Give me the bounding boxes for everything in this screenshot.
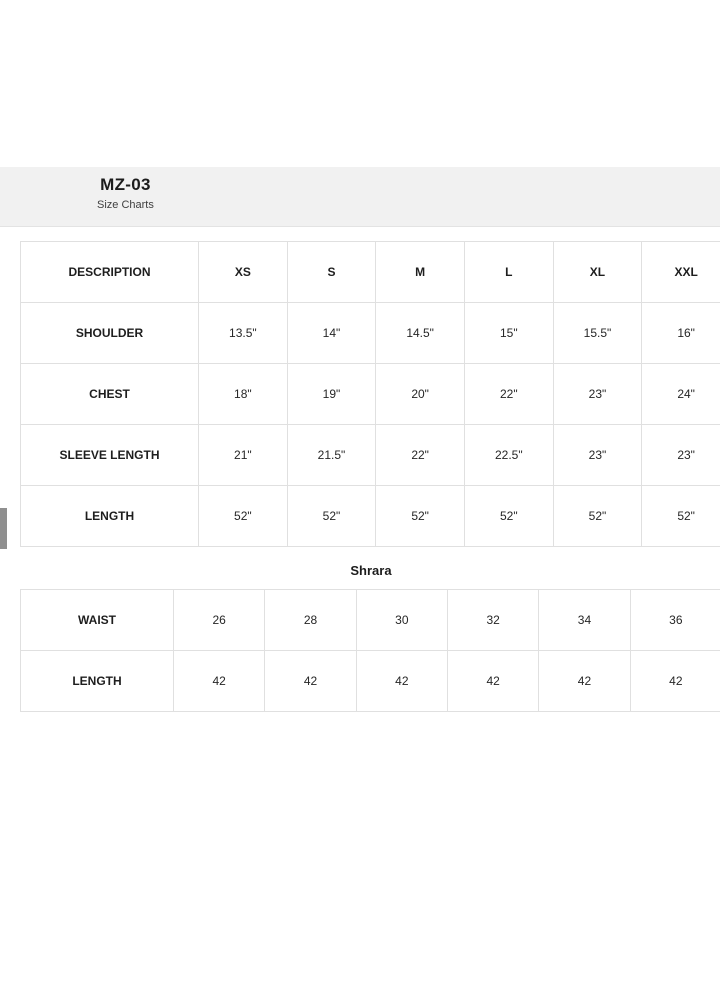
measurement-row-label: SLEEVE LENGTH — [20, 424, 199, 486]
measurement-value-cell: 23" — [552, 363, 643, 425]
measurement-value-cell: 28 — [264, 589, 357, 651]
measurement-value-cell: 32 — [446, 589, 540, 651]
measurement-value-cell: 22.5" — [463, 424, 554, 486]
modal-subtitle: Size Charts — [97, 199, 154, 211]
size-chart-row: SLEEVE LENGTH 21" 21.5" 22" 22.5" 23" 23" — [20, 424, 720, 486]
size-column-header: XXL — [641, 241, 720, 303]
measurement-value-cell: 19" — [286, 363, 377, 425]
measurement-value-cell: 21.5" — [286, 424, 377, 486]
size-column-header: XS — [198, 241, 288, 303]
size-chart-table-body: SHOULDER 13.5" 14" 14.5" 15" 15.5" 16" CHEST 18"… — [20, 302, 720, 547]
measurement-value-cell: 42 — [538, 650, 631, 712]
measurement-value-cell: 52" — [463, 485, 554, 547]
measurement-value-cell: 22" — [375, 424, 465, 486]
size-charts-content: DESCRIPTION XS S M L XL XXL SHOULDER 13.5" 14" 14… — [20, 241, 720, 712]
measurement-value-cell: 14.5" — [375, 302, 465, 364]
measurement-value-cell: 18" — [198, 363, 288, 425]
measurement-row-label: LENGTH — [20, 650, 174, 712]
measurement-row-label: LENGTH — [20, 485, 199, 547]
measurement-value-cell: 52" — [198, 485, 288, 547]
size-column-header: S — [286, 241, 377, 303]
measurement-value-cell: 42 — [264, 650, 357, 712]
measurement-value-cell: 42 — [172, 650, 266, 712]
size-chart-row: LENGTH 52" 52" 52" 52" 52" 52" — [20, 485, 720, 547]
size-chart-table-head: DESCRIPTION XS S M L XL XXL — [20, 241, 720, 303]
measurement-value-cell: 20" — [375, 363, 465, 425]
shrara-chart-row: LENGTH 42 42 42 42 42 42 — [20, 650, 720, 712]
measurement-value-cell: 23" — [641, 424, 720, 486]
measurement-value-cell: 42 — [446, 650, 540, 712]
measurement-row-label: SHOULDER — [20, 302, 199, 364]
scrollbar-thumb[interactable] — [0, 508, 7, 549]
shrara-chart-table: WAIST 26 28 30 32 34 36 LENGTH 42 42 42 42 42 42 — [20, 589, 720, 712]
measurement-value-cell: 13.5" — [198, 302, 288, 364]
size-chart-header-row: DESCRIPTION XS S M L XL XXL — [20, 241, 720, 303]
measurement-value-cell: 23" — [552, 424, 643, 486]
size-chart-table: DESCRIPTION XS S M L XL XXL SHOULDER 13.5" 14" 14… — [20, 241, 720, 547]
size-column-header: L — [463, 241, 554, 303]
size-column-header: XL — [552, 241, 643, 303]
measurement-value-cell: 24" — [641, 363, 720, 425]
measurement-value-cell: 26 — [172, 589, 266, 651]
measurement-row-label: CHEST — [20, 363, 199, 425]
measurement-value-cell: 52" — [375, 485, 465, 547]
measurement-value-cell: 34 — [538, 589, 631, 651]
measurement-value-cell: 21" — [198, 424, 288, 486]
shrara-chart-table-body: WAIST 26 28 30 32 34 36 LENGTH 42 42 42 42 42 42 — [20, 589, 720, 712]
size-chart-row: CHEST 18" 19" 20" 22" 23" 24" — [20, 363, 720, 425]
measurement-value-cell: 42 — [629, 650, 720, 712]
measurement-value-cell: 52" — [552, 485, 643, 547]
size-chart-row: SHOULDER 13.5" 14" 14.5" 15" 15.5" 16" — [20, 302, 720, 364]
measurement-value-cell: 14" — [286, 302, 377, 364]
size-column-header: DESCRIPTION — [20, 241, 199, 303]
size-column-header: M — [375, 241, 465, 303]
shrara-chart-row: WAIST 26 28 30 32 34 36 — [20, 589, 720, 651]
modal-header: MZ-03 Size Charts ✕ — [0, 167, 720, 364]
measurement-value-cell: 30 — [355, 589, 448, 651]
shrara-section-heading: Shrara — [350, 563, 392, 578]
measurement-value-cell: 22" — [463, 363, 554, 425]
measurement-row-label: WAIST — [20, 589, 174, 651]
measurement-value-cell: 15" — [463, 302, 554, 364]
measurement-value-cell: 52" — [641, 485, 720, 547]
modal-title-block: MZ-03 Size Charts — [97, 175, 154, 212]
measurement-value-cell: 36 — [629, 589, 720, 651]
measurement-value-cell: 52" — [286, 485, 377, 547]
product-code-title: MZ-03 — [100, 175, 151, 194]
measurement-value-cell: 15.5" — [552, 302, 643, 364]
measurement-value-cell: 16" — [641, 302, 720, 364]
measurement-value-cell: 42 — [355, 650, 448, 712]
